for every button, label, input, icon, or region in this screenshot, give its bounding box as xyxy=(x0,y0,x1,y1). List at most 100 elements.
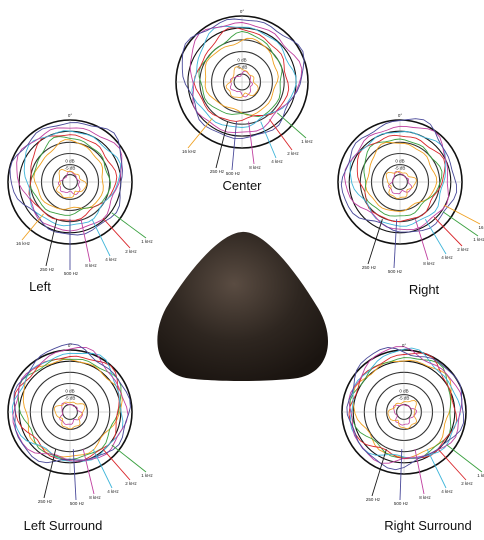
frequency-label: 1 kHz xyxy=(301,139,313,144)
db-mark: 0 dB xyxy=(395,159,404,164)
response-curve xyxy=(363,138,443,217)
angle-mark: 0° xyxy=(398,113,403,118)
db-mark: 0 dB xyxy=(237,58,246,63)
response-curve xyxy=(340,118,458,233)
response-curve xyxy=(365,142,438,212)
leader-line xyxy=(45,219,58,267)
frequency-label: 2 kHz xyxy=(125,481,137,486)
frequency-label: 250 Hz xyxy=(366,497,381,502)
response-curve xyxy=(385,170,417,199)
response-curve xyxy=(356,134,446,222)
response-curve xyxy=(349,347,461,459)
leader-line xyxy=(260,121,277,159)
response-curve xyxy=(346,347,464,471)
leader-line xyxy=(187,118,213,149)
polar-plot-right: 0° 0 dB -5 dB 250 Hz 500 Hz 8 kHz 4 kHz 2 kHz 1 … xyxy=(337,113,484,297)
leader-line xyxy=(433,216,463,247)
polar-plot-left-surround: 0° 0 dB -5 dB 250 Hz 500 Hz 8 kHz 4 kHz 2 kHz 1 … xyxy=(7,343,153,533)
frequency-label: 16 kHz xyxy=(182,149,197,154)
frequency-label: 250 Hz xyxy=(362,265,377,270)
leader-line xyxy=(215,121,229,169)
leader-line xyxy=(111,212,147,239)
frequency-label: 250 Hz xyxy=(40,267,55,272)
frequency-label: 500 Hz xyxy=(388,269,403,274)
leader-line xyxy=(269,119,293,151)
plot-label-right-surround: Right Surround xyxy=(384,518,471,533)
response-curve xyxy=(22,359,123,458)
response-curve xyxy=(12,346,129,462)
db-mark: -5 dB xyxy=(65,396,76,401)
frequency-label: 8 kHz xyxy=(89,495,101,500)
response-curve xyxy=(23,130,122,227)
frequency-label: 1 kHz xyxy=(141,473,153,478)
frequency-label: 2 kHz xyxy=(287,151,299,156)
plot-label-right: Right xyxy=(409,282,440,297)
leader-line xyxy=(80,219,91,263)
plot-label-left: Left xyxy=(29,279,51,294)
frequency-label: 16 kHz xyxy=(16,241,31,246)
response-curve xyxy=(198,31,283,118)
response-curve xyxy=(344,125,449,231)
frequency-label: 250 Hz xyxy=(38,499,53,504)
angle-mark: 0° xyxy=(68,113,73,118)
db-mark: 0 dB xyxy=(65,159,74,164)
response-curve xyxy=(387,400,418,430)
leader-line xyxy=(43,449,57,499)
frequency-label: 500 Hz xyxy=(64,271,79,276)
leader-line xyxy=(102,217,131,249)
plot-label-center: Center xyxy=(222,178,262,193)
leader-line xyxy=(443,204,481,225)
frequency-label: 8 kHz xyxy=(249,165,261,170)
response-curve xyxy=(181,18,305,140)
frequency-label: 4 kHz xyxy=(105,257,117,262)
leader-line xyxy=(367,219,383,265)
polar-plot-left: 0° 0 dB -5 dB 16 kHz 250 Hz 500 Hz 8 kHz 4 kHz 2… xyxy=(7,113,153,294)
frequency-label: 2 kHz xyxy=(125,249,137,254)
frequency-label: 2 kHz xyxy=(461,481,473,486)
frequency-label: 250 Hz xyxy=(210,169,225,174)
response-curve xyxy=(225,66,259,99)
leader-line xyxy=(399,449,403,501)
frequency-label: 8 kHz xyxy=(419,495,431,500)
frequency-label: 4 kHz xyxy=(441,489,453,494)
response-curve xyxy=(204,37,279,116)
response-curve xyxy=(17,358,122,461)
response-curve xyxy=(348,352,458,460)
leader-line xyxy=(82,449,95,495)
response-curve xyxy=(59,402,84,425)
leader-line xyxy=(371,449,387,497)
leader-line xyxy=(414,219,429,261)
frequency-label: 1 kHz xyxy=(477,473,484,478)
polar-plot-right-surround: 0° 0 dB -5 dB 250 Hz 500 Hz 8 kHz 4 kHz 2 kHz 1 … xyxy=(341,343,484,533)
leader-line xyxy=(248,121,255,165)
leader-line xyxy=(91,219,111,257)
angle-mark: 0° xyxy=(402,343,407,348)
response-curve xyxy=(388,170,413,195)
plot-label-left-surround: Left Surround xyxy=(24,518,103,533)
frequency-label: 8 kHz xyxy=(85,263,97,268)
leader-line xyxy=(111,444,147,473)
response-curve xyxy=(348,346,463,464)
leader-line xyxy=(92,449,113,489)
response-curve xyxy=(13,343,131,464)
db-mark: 0 dB xyxy=(65,389,74,394)
leader-line xyxy=(446,444,483,473)
leader-line xyxy=(102,448,131,481)
frequency-label: 500 Hz xyxy=(226,171,241,176)
response-curve xyxy=(29,136,111,216)
frequency-label: 8 kHz xyxy=(423,261,435,266)
db-mark: -5 dB xyxy=(395,166,406,171)
frequency-label: 1 kHz xyxy=(473,237,484,242)
frequency-label: 4 kHz xyxy=(441,255,453,260)
response-curve xyxy=(58,170,81,195)
polar-plot-center: 0° 0 dB -5 dB 16 kHz 250 Hz 500 Hz 8 kHz 4 kHz 2… xyxy=(175,9,313,193)
leader-line xyxy=(21,213,44,241)
frequency-label: 4 kHz xyxy=(271,159,283,164)
frequency-label: 2 kHz xyxy=(457,247,469,252)
db-mark: -5 dB xyxy=(237,65,248,70)
leader-line xyxy=(437,448,467,481)
leader-line xyxy=(424,218,447,255)
response-curve xyxy=(393,403,417,426)
response-curve xyxy=(33,139,104,210)
